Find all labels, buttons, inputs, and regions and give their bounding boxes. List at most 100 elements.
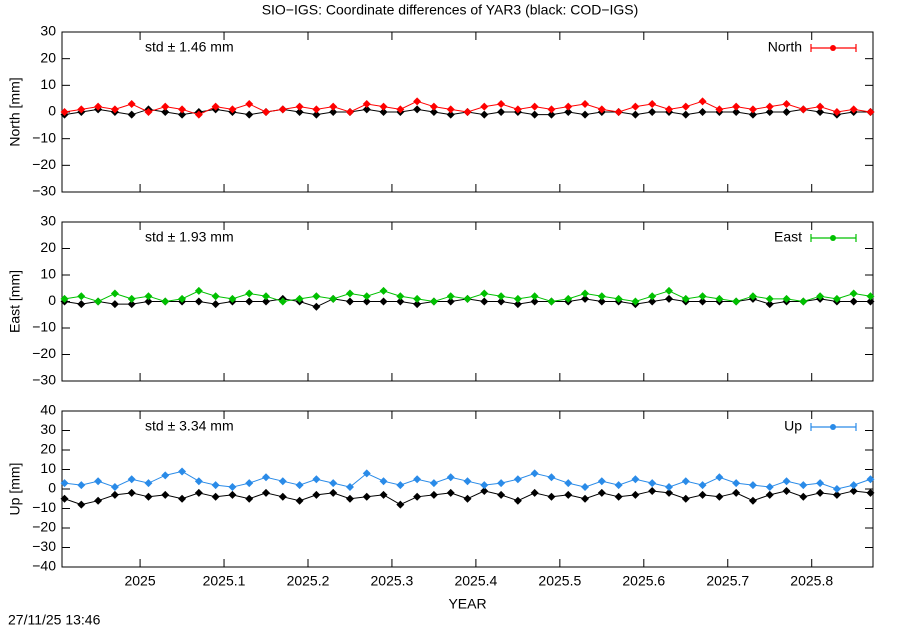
data-point (715, 294, 724, 303)
data-point (379, 477, 388, 486)
data-point (648, 100, 657, 108)
data-point (597, 297, 606, 306)
data-point (664, 105, 673, 114)
data-point (698, 490, 707, 499)
data-point (94, 102, 103, 111)
data-point (698, 292, 707, 301)
data-point (312, 490, 321, 499)
data-point (631, 110, 640, 119)
data-point (732, 108, 741, 116)
data-point (362, 105, 371, 114)
data-point (698, 108, 707, 116)
data-point (597, 488, 606, 497)
data-point (396, 500, 405, 509)
data-point (127, 300, 136, 309)
data-point (228, 490, 237, 499)
data-point (463, 294, 472, 303)
data-point (211, 292, 220, 301)
data-point (345, 108, 354, 116)
data-point (513, 105, 522, 114)
y-tick-label: −30 (32, 372, 56, 388)
data-point (362, 492, 371, 501)
data-point (194, 297, 203, 306)
data-point (816, 292, 825, 301)
data-point (463, 108, 472, 116)
data-point (547, 473, 556, 482)
data-point (480, 110, 489, 119)
data-point (748, 481, 757, 490)
data-point (765, 300, 774, 309)
legend-symbol (830, 424, 836, 430)
y-tick-label: 20 (40, 49, 56, 65)
data-point (715, 105, 724, 114)
data-point (513, 496, 522, 505)
data-point (581, 100, 590, 108)
data-point (698, 297, 707, 306)
data-point (480, 486, 489, 495)
data-point (396, 481, 405, 490)
data-point (748, 110, 757, 119)
data-point (849, 486, 858, 495)
data-point (429, 108, 438, 116)
data-point (782, 294, 791, 303)
legend-symbol (830, 45, 836, 51)
data-point (614, 294, 623, 303)
data-point (77, 481, 86, 490)
data-point (278, 492, 287, 501)
data-point (262, 473, 271, 482)
data-point (110, 289, 119, 298)
legend-label: Up (784, 418, 802, 434)
data-point (278, 297, 287, 306)
data-point (681, 102, 690, 111)
data-point (345, 494, 354, 503)
data-point (94, 477, 103, 486)
x-tick-label: 2025.6 (622, 573, 665, 589)
data-point (648, 292, 657, 301)
data-point (362, 100, 371, 108)
std-annotation: std ± 1.93 mm (145, 229, 234, 245)
data-point (866, 475, 875, 484)
legend-label: North (768, 39, 802, 55)
data-point (127, 100, 136, 108)
legend-symbol (830, 235, 836, 241)
data-point (379, 102, 388, 111)
data-point (597, 477, 606, 486)
data-point (463, 494, 472, 503)
data-point (161, 490, 170, 499)
x-tick-label: 2025.8 (790, 573, 833, 589)
data-point (144, 297, 153, 306)
data-point (396, 292, 405, 301)
y-tick-label: −10 (32, 499, 56, 515)
data-point (161, 471, 170, 480)
data-point (799, 492, 808, 501)
data-point (127, 110, 136, 119)
data-point (581, 483, 590, 492)
data-point (765, 108, 774, 116)
data-point (748, 496, 757, 505)
data-point (564, 102, 573, 111)
data-point (631, 475, 640, 484)
data-point (832, 490, 841, 499)
y-tick-label: −20 (32, 156, 56, 172)
data-point (513, 475, 522, 484)
data-point (799, 105, 808, 114)
std-annotation: std ± 1.46 mm (145, 39, 234, 55)
data-point (329, 108, 338, 116)
data-point (799, 297, 808, 306)
data-point (497, 108, 506, 116)
data-point (866, 292, 875, 301)
y-tick-label: 20 (40, 441, 56, 457)
data-point (463, 477, 472, 486)
data-point (849, 297, 858, 306)
data-point (379, 490, 388, 499)
data-point (77, 292, 86, 301)
y-tick-label: 20 (40, 239, 56, 255)
data-point (312, 302, 321, 311)
data-point (178, 294, 187, 303)
y-tick-label: −10 (32, 319, 56, 335)
data-point (748, 292, 757, 301)
std-annotation: std ± 3.34 mm (145, 418, 234, 434)
data-point (446, 488, 455, 497)
y-tick-label: 0 (48, 480, 56, 496)
data-point (245, 289, 254, 298)
